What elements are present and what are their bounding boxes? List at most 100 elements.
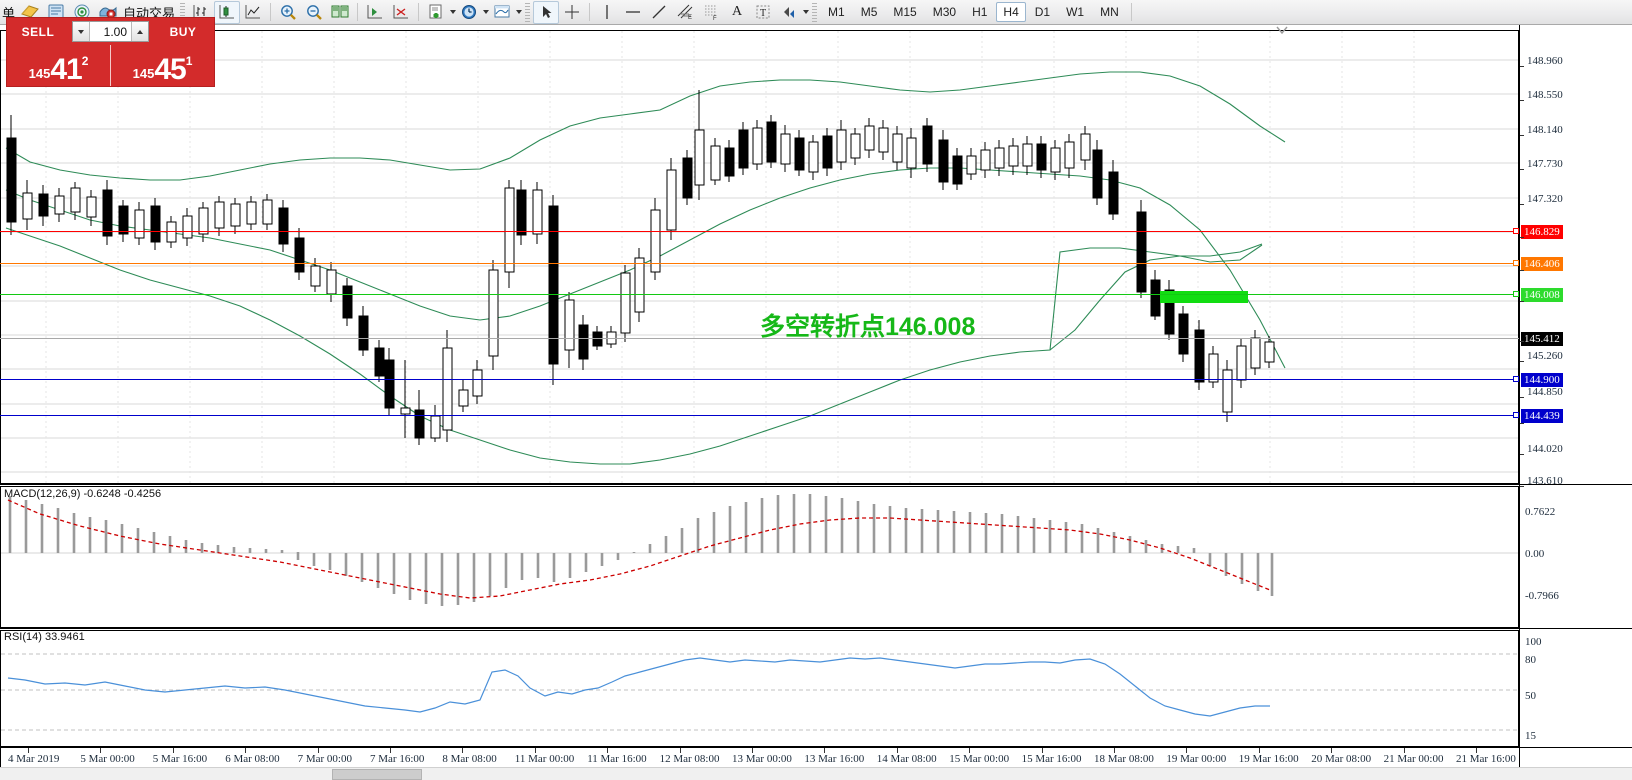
new-order-icon[interactable] — [17, 1, 43, 24]
volume-dropdown-icon[interactable] — [73, 22, 90, 41]
indicator-dropdown-caret[interactable] — [450, 10, 457, 14]
buy-price-display[interactable]: 145 45 1 — [111, 45, 214, 86]
autotrade-label[interactable]: 自动交易 — [123, 5, 176, 21]
price-tag-pivot[interactable]: 146.008 — [1521, 288, 1563, 302]
orange-line-146406[interactable] — [0, 263, 1519, 264]
svg-text:E: E — [688, 15, 692, 21]
time-tick-13: 15 Mar 00:00 — [949, 753, 1010, 765]
tf-w1[interactable]: W1 — [1066, 5, 1085, 19]
toolbar-grip-1[interactable] — [180, 2, 186, 22]
templates-icon[interactable] — [489, 1, 515, 24]
data-window-icon[interactable] — [43, 1, 69, 24]
price-tag-support-1[interactable]: 144.900 — [1521, 373, 1563, 387]
toolbar-grip-3[interactable] — [812, 2, 818, 22]
price-tick-mark-2 — [1520, 135, 1524, 136]
price-tick-147320: 147.320 — [1527, 193, 1563, 205]
time-tick-mark-19 — [1403, 748, 1405, 753]
sell-button[interactable]: SELL — [21, 24, 55, 39]
price-axis-divider — [1519, 25, 1520, 772]
add-indicator-icon[interactable] — [423, 1, 449, 24]
vertical-line-icon[interactable] — [594, 1, 620, 24]
tf-m1[interactable]: M1 — [828, 5, 845, 19]
price-pane-canvas[interactable] — [0, 30, 1632, 485]
chart-shift-icon[interactable] — [362, 1, 388, 24]
resistance-line-handle[interactable] — [1513, 228, 1519, 234]
chart-area[interactable]: ▲ GBPJPY-,H4 145.323 145.511 145.290 145… — [0, 25, 1632, 780]
horizontal-scrollbar[interactable] — [0, 767, 1632, 780]
orange-line-handle[interactable] — [1513, 260, 1519, 266]
text-label-icon[interactable]: A — [731, 4, 743, 19]
volume-spinner-up-icon[interactable] — [131, 22, 148, 41]
tf-m30[interactable]: M30 — [932, 5, 957, 19]
price-tick-mark-7 — [1520, 301, 1524, 302]
tile-windows-icon[interactable] — [327, 1, 353, 24]
support-line-144439[interactable] — [0, 415, 1519, 416]
tf-d1[interactable]: D1 — [1034, 5, 1051, 19]
equidistant-channel-icon[interactable]: E — [672, 1, 698, 24]
time-tick-mark-13 — [969, 748, 971, 753]
volume-value[interactable]: 1.00 — [103, 24, 127, 39]
zoom-in-icon[interactable] — [275, 1, 301, 24]
time-tick-17: 19 Mar 16:00 — [1238, 753, 1299, 765]
period-dropdown-caret[interactable] — [483, 10, 490, 14]
price-tick-148140: 148.140 — [1527, 124, 1563, 136]
time-tick-16: 19 Mar 00:00 — [1166, 753, 1227, 765]
buy-button[interactable]: BUY — [169, 24, 197, 39]
macd-tick-zero: 0.00 — [1525, 548, 1545, 560]
fibonacci-icon[interactable]: F — [698, 1, 724, 24]
period-clock-icon[interactable] — [456, 1, 482, 24]
zoom-out-icon[interactable] — [301, 1, 327, 24]
resistance-line-146829[interactable] — [0, 231, 1519, 232]
pivot-line-146008[interactable] — [0, 294, 1519, 295]
support-line-handle[interactable] — [1513, 376, 1519, 382]
support-line-2-handle[interactable] — [1513, 412, 1519, 418]
arrows-icon[interactable] — [776, 1, 802, 24]
auto-scroll-icon[interactable] — [388, 1, 414, 24]
main-toolbar: 单 自动交易 — [0, 0, 1632, 25]
sell-price-display[interactable]: 145 41 2 — [7, 45, 110, 86]
pivot-line-handle[interactable] — [1513, 291, 1519, 297]
tf-h1[interactable]: H1 — [972, 5, 988, 19]
toolbar-separator-5 — [1130, 3, 1132, 21]
time-tick-mark-10 — [752, 748, 753, 753]
price-tag-support-2[interactable]: 144.439 — [1521, 409, 1563, 423]
price-tag-orange[interactable]: 146.406 — [1521, 257, 1563, 271]
templates-dropdown-caret[interactable] — [516, 10, 523, 14]
horizontal-line-icon[interactable] — [620, 1, 646, 24]
volume-field[interactable]: 1.00 — [72, 21, 149, 42]
tf-mn[interactable]: MN — [1100, 5, 1119, 19]
candlestick-chart-icon[interactable] — [214, 0, 241, 24]
chart-collapse-arrow-icon[interactable] — [1276, 25, 1288, 35]
chart-annotation-text[interactable]: 多空转折点146.008 — [760, 313, 976, 341]
cursor-icon[interactable] — [533, 0, 560, 24]
buy-price-prefix: 145 — [132, 66, 155, 81]
svg-text:F: F — [713, 16, 717, 21]
support-line-144900[interactable] — [0, 379, 1519, 380]
rsi-tick-15: 15 — [1525, 730, 1536, 742]
buy-price-big: 45 — [154, 53, 186, 86]
rsi-pane[interactable] — [0, 630, 1632, 748]
time-tick-mark-11 — [824, 748, 826, 753]
crosshair-icon[interactable] — [559, 1, 585, 24]
toolbar-separator-2 — [357, 3, 359, 21]
trendline-icon[interactable] — [646, 1, 672, 24]
price-tick-mark-4 — [1520, 204, 1524, 205]
one-click-trading-panel[interactable]: SELL 1.00 BUY 145 41 2 145 45 1 — [6, 17, 215, 87]
last-price-line — [0, 338, 1519, 339]
tf-m15[interactable]: M15 — [893, 5, 917, 19]
toolbar-separator-4 — [589, 3, 591, 21]
price-tag-resistance[interactable]: 146.829 — [1521, 225, 1563, 239]
price-pane[interactable] — [0, 30, 1632, 485]
arrows-dropdown-caret[interactable] — [803, 10, 810, 14]
tf-m5[interactable]: M5 — [860, 5, 878, 19]
macd-tick-min: -0.7966 — [1525, 590, 1559, 602]
tf-h4[interactable]: H4 — [996, 2, 1026, 22]
price-tick-147730: 147.730 — [1527, 158, 1563, 170]
scrollbar-thumb[interactable] — [332, 769, 422, 780]
line-chart-icon[interactable] — [240, 1, 266, 24]
text-box-icon[interactable]: T — [750, 1, 776, 24]
rsi-tick-50: 50 — [1525, 690, 1536, 702]
macd-pane[interactable] — [0, 486, 1632, 629]
toolbar-grip-2[interactable] — [525, 2, 531, 22]
rsi-label: RSI(14) 33.9461 — [4, 631, 85, 643]
